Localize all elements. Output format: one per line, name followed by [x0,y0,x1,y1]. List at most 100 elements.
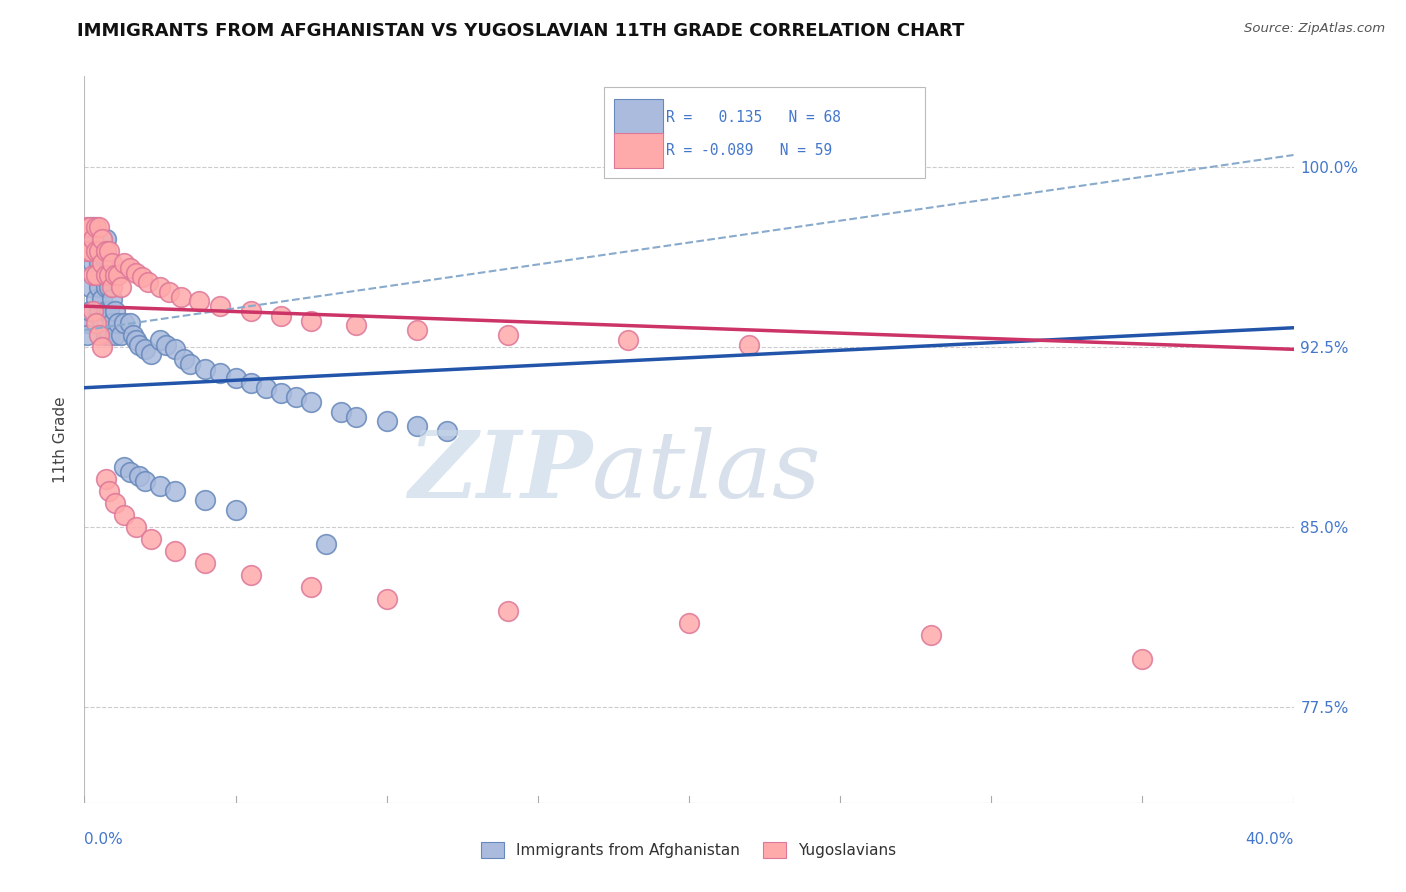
Text: Source: ZipAtlas.com: Source: ZipAtlas.com [1244,22,1385,36]
Point [406,419,429,434]
Point [270,385,292,400]
Point [299,395,322,409]
Point [436,424,458,438]
Point [82,232,104,246]
Point [194,556,217,570]
Point [94,232,117,246]
Point [165,343,187,357]
Point [136,275,159,289]
Point [112,256,135,270]
Point [79,280,101,294]
Point [346,409,368,424]
Point [225,371,247,385]
Point [76,327,98,342]
FancyBboxPatch shape [613,99,662,135]
Point [270,309,292,323]
Point [89,304,111,318]
Point [76,316,98,330]
Point [94,327,117,342]
Point [79,244,101,258]
Point [110,280,132,294]
Point [79,304,101,318]
Point [100,256,122,270]
Point [82,268,104,282]
Legend: Immigrants from Afghanistan, Yugoslavians: Immigrants from Afghanistan, Yugoslavian… [475,836,903,864]
Point [82,304,104,318]
Point [97,244,120,258]
Point [157,285,180,299]
Point [97,483,120,498]
Point [496,604,519,618]
Point [375,591,398,606]
Point [97,327,120,342]
Point [112,459,135,474]
Point [104,496,127,510]
Point [375,414,398,428]
Point [82,232,104,246]
Point [94,304,117,318]
Point [97,268,120,282]
Point [118,260,141,275]
Point [91,244,114,258]
Point [104,304,127,318]
Point [86,268,108,282]
Point [97,256,120,270]
FancyBboxPatch shape [613,133,662,169]
Point [254,381,277,395]
Point [173,351,195,366]
Point [86,292,108,306]
Point [165,483,187,498]
Point [149,280,172,294]
Point [94,472,117,486]
Point [209,299,232,313]
Point [91,268,114,282]
Point [496,327,519,342]
Point [89,268,111,282]
Point [738,337,761,351]
Point [89,219,111,234]
Point [91,316,114,330]
Point [94,244,117,258]
Text: IMMIGRANTS FROM AFGHANISTAN VS YUGOSLAVIAN 11TH GRADE CORRELATION CHART: IMMIGRANTS FROM AFGHANISTAN VS YUGOSLAVI… [77,22,965,40]
Point [134,475,156,489]
Point [94,256,117,270]
Point [165,544,187,558]
Point [100,292,122,306]
Point [330,405,353,419]
Point [100,280,122,294]
Point [86,244,108,258]
Point [239,376,262,390]
Point [86,219,108,234]
Text: 40.0%: 40.0% [1246,831,1294,847]
Point [128,337,150,351]
Point [97,304,120,318]
Point [315,537,337,551]
Point [76,219,98,234]
Point [194,493,217,508]
Point [100,268,122,282]
Point [86,268,108,282]
Point [94,280,117,294]
Point [91,256,114,270]
Point [112,508,135,522]
Point [131,270,153,285]
Point [194,361,217,376]
Point [118,465,141,479]
Point [346,318,368,333]
Point [299,580,322,594]
Point [91,232,114,246]
Point [82,256,104,270]
Point [121,327,143,342]
Point [89,244,111,258]
Text: R = -0.089   N = 59: R = -0.089 N = 59 [666,143,832,158]
Point [89,256,111,270]
Point [149,479,172,493]
Point [89,280,111,294]
Point [91,292,114,306]
Y-axis label: 11th Grade: 11th Grade [53,396,69,483]
Point [128,469,150,483]
Point [179,357,201,371]
Point [285,390,308,404]
Point [104,268,127,282]
Point [76,244,98,258]
